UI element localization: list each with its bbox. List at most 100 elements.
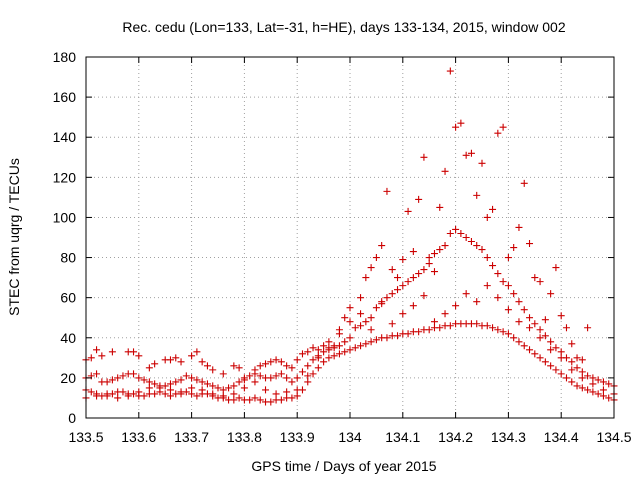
data-point-marker: [584, 372, 592, 380]
data-point-marker: [589, 374, 597, 382]
data-point-marker: [420, 153, 428, 161]
data-point-marker: [452, 123, 460, 131]
data-point-marker: [536, 354, 544, 362]
data-point-marker: [103, 378, 111, 386]
data-point-marker: [230, 382, 238, 390]
axis-ticks: 133.5 133.6 133.7 133.8 133.9 134 134.1 134.2 13…: [53, 49, 632, 445]
data-point-marker: [547, 346, 555, 354]
data-point-marker: [256, 372, 264, 380]
data-point-marker: [467, 238, 475, 246]
data-point-marker: [293, 392, 301, 400]
data-point-marker: [462, 290, 470, 298]
data-point-marker: [188, 390, 196, 398]
data-point-marker: [510, 244, 518, 252]
data-point-marker: [515, 338, 523, 346]
data-point-marker: [230, 362, 238, 370]
data-point-marker: [114, 374, 122, 382]
data-point-marker: [320, 348, 328, 356]
data-point-marker: [283, 362, 291, 370]
data-point-marker: [367, 264, 375, 272]
data-point-marker: [341, 314, 349, 322]
data-point-marker: [235, 364, 243, 372]
data-point-marker: [156, 382, 164, 390]
data-point-marker: [589, 380, 597, 388]
data-point-marker: [399, 310, 407, 318]
data-point-marker: [341, 338, 349, 346]
data-point-marker: [536, 334, 544, 342]
data-point-marker: [130, 348, 138, 356]
data-point-marker: [573, 364, 581, 372]
data-point-marker: [547, 290, 555, 298]
data-point-marker: [98, 352, 106, 360]
data-point-marker: [288, 364, 296, 372]
data-point-marker: [378, 298, 386, 306]
data-point-marker: [605, 380, 613, 388]
data-point-marker: [256, 396, 264, 404]
data-point-marker: [515, 318, 523, 326]
data-point-marker: [573, 382, 581, 390]
data-point-marker: [594, 390, 602, 398]
data-point-marker: [203, 362, 211, 370]
data-point-marker: [288, 378, 296, 386]
data-point-marker: [436, 203, 444, 211]
data-point-marker: [346, 334, 354, 342]
data-point-marker: [446, 229, 454, 237]
data-point-marker: [135, 388, 143, 396]
data-point-marker: [436, 246, 444, 254]
y-tick-label: 0: [68, 410, 76, 426]
data-point-marker: [209, 382, 217, 390]
data-point-marker: [526, 324, 534, 332]
data-point-marker: [541, 332, 549, 340]
data-point-marker: [430, 250, 438, 258]
data-point-marker: [172, 378, 180, 386]
data-point-marker: [430, 268, 438, 276]
data-point-marker: [367, 326, 375, 334]
data-point-marker: [277, 358, 285, 366]
data-point-marker: [230, 396, 238, 404]
data-point-marker: [351, 344, 359, 352]
data-point-marker: [531, 320, 539, 328]
y-tick-label: 20: [60, 370, 76, 386]
data-point-marker: [452, 225, 460, 233]
data-point-marker: [415, 195, 423, 203]
data-point-marker: [193, 348, 201, 356]
data-point-marker: [203, 380, 211, 388]
data-point-marker: [130, 390, 138, 398]
data-point-marker: [309, 344, 317, 352]
data-point-marker: [584, 324, 592, 332]
data-point-marker: [515, 223, 523, 231]
data-point-marker: [288, 394, 296, 402]
data-point-marker: [314, 364, 322, 372]
data-point-marker: [504, 254, 512, 262]
x-tick-label: 134: [338, 429, 362, 445]
data-point-marker: [425, 260, 433, 268]
data-point-marker: [119, 372, 127, 380]
y-tick-label: 180: [53, 49, 77, 65]
data-point-marker: [140, 392, 148, 400]
data-point-marker: [225, 384, 233, 392]
data-point-marker: [166, 356, 174, 364]
data-point-marker: [568, 366, 576, 374]
data-point-marker: [515, 298, 523, 306]
data-point-marker: [409, 248, 417, 256]
data-point-marker: [552, 344, 560, 352]
data-point-marker: [494, 326, 502, 334]
data-point-marker: [145, 364, 153, 372]
data-point-marker: [483, 322, 491, 330]
data-point-marker: [404, 207, 412, 215]
data-point-marker: [304, 362, 312, 370]
x-tick-label: 133.5: [68, 429, 103, 445]
data-point-marker: [177, 358, 185, 366]
data-point-marker: [599, 378, 607, 386]
data-point-marker: [357, 294, 365, 302]
data-point-marker: [494, 270, 502, 278]
data-point-marker: [188, 374, 196, 382]
data-point-marker: [277, 396, 285, 404]
data-point-marker: [541, 316, 549, 324]
data-point-marker: [504, 330, 512, 338]
data-point-marker: [383, 294, 391, 302]
data-point-marker: [246, 396, 254, 404]
data-point-marker: [108, 348, 116, 356]
data-point-marker: [415, 270, 423, 278]
chart-title: Rec. cedu (Lon=133, Lat=-31, h=HE), days…: [122, 19, 565, 35]
